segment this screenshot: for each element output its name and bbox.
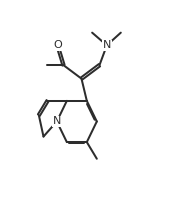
Text: N: N (103, 40, 111, 50)
Text: N: N (53, 116, 61, 126)
Text: O: O (53, 40, 62, 50)
